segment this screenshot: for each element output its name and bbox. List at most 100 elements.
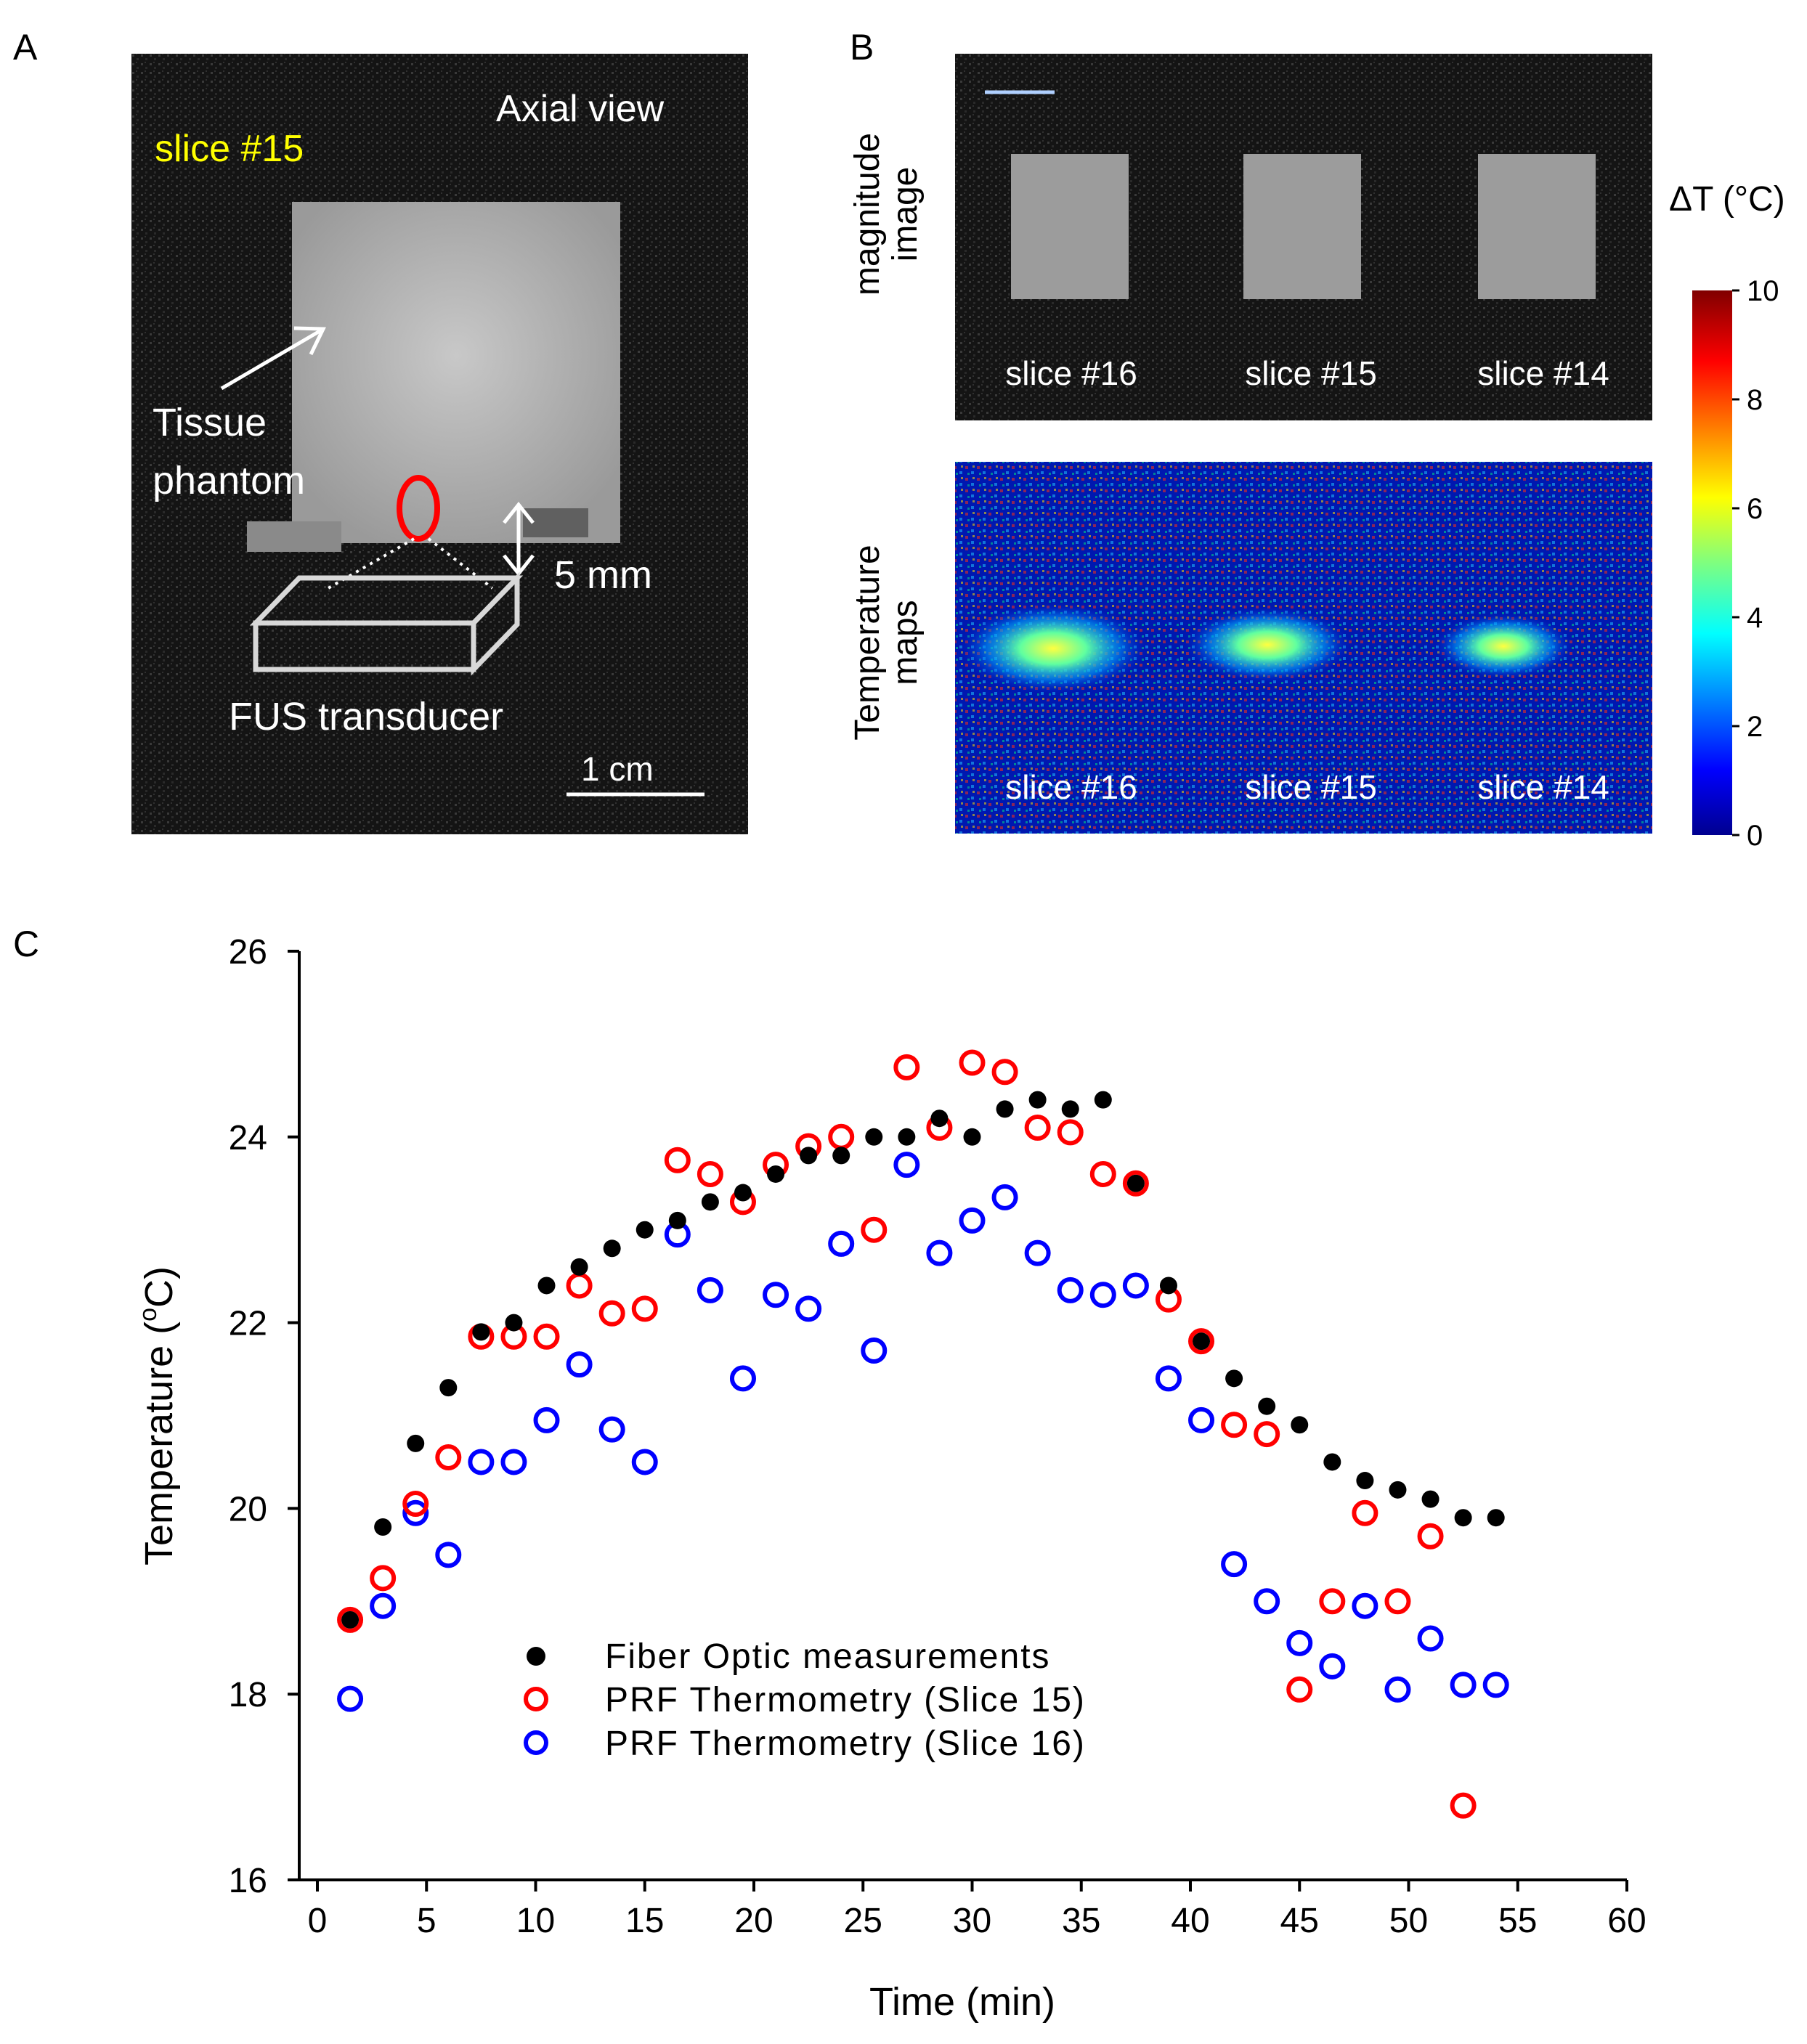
fiber-optic-point bbox=[963, 1128, 981, 1146]
fiber-optic-point bbox=[439, 1379, 458, 1397]
prf-slice16-point bbox=[435, 1542, 462, 1568]
series-prf-slice16 bbox=[337, 1152, 1509, 1712]
fiber-optic-point bbox=[1126, 1174, 1145, 1192]
prf-slice16-point bbox=[566, 1351, 593, 1378]
slice-label: slice #15 bbox=[155, 128, 304, 170]
panel-b-letter: B bbox=[850, 27, 874, 68]
fiber-optic-point bbox=[374, 1518, 392, 1536]
fiber-optic-point bbox=[1258, 1397, 1276, 1415]
colorbar-tick-label: 10 bbox=[1747, 275, 1779, 307]
phantom-base-left bbox=[247, 521, 341, 552]
prf-slice15-point bbox=[861, 1216, 888, 1243]
prf-slice16-point bbox=[1221, 1551, 1248, 1578]
fiber-optic-point bbox=[1389, 1481, 1407, 1499]
prf-slice16-point bbox=[468, 1449, 495, 1475]
scatter-chart: 0 5 10 15 20 25 30 35 40 45 50 55 60 16 18 20 22 24 26 Ti… bbox=[134, 933, 1646, 2024]
legend-marker-slice15 bbox=[524, 1687, 548, 1711]
prf-slice16-point bbox=[828, 1230, 855, 1257]
fiber-optic-point bbox=[1487, 1509, 1505, 1527]
prf-slice16-point bbox=[1188, 1406, 1215, 1433]
panel-a-letter: A bbox=[13, 27, 38, 68]
fiber-optic-point bbox=[603, 1239, 621, 1258]
legend-label-fiber: Fiber Optic measurements bbox=[605, 1637, 1051, 1676]
fiber-optic-point bbox=[1421, 1490, 1439, 1508]
fiber-optic-point bbox=[505, 1314, 523, 1332]
prf-slice15-point bbox=[959, 1049, 986, 1076]
y-tick-label: 24 bbox=[229, 1119, 267, 1157]
x-tick-label: 40 bbox=[1171, 1902, 1209, 1940]
view-label: Axial view bbox=[496, 88, 665, 130]
distance-arrow-top bbox=[503, 501, 535, 524]
prf-slice15-point bbox=[1286, 1676, 1313, 1703]
fiber-optic-point bbox=[1159, 1277, 1177, 1295]
fiber-optic-point bbox=[898, 1128, 916, 1146]
prf-slice16-point bbox=[795, 1295, 822, 1322]
fiber-optic-point bbox=[996, 1100, 1014, 1118]
fiber-optic-point bbox=[1225, 1369, 1243, 1388]
hotspot-15 bbox=[1184, 607, 1351, 683]
prf-slice16-point bbox=[1286, 1629, 1313, 1656]
prf-slice16-point bbox=[1450, 1672, 1477, 1698]
hotspot-14 bbox=[1434, 614, 1572, 679]
prf-slice15-point bbox=[1122, 1170, 1149, 1197]
prf-slice15-point bbox=[1089, 1160, 1116, 1187]
prf-slice15-point bbox=[1450, 1792, 1477, 1819]
prf-slice16-point bbox=[598, 1416, 625, 1443]
magnitude-phantom-16 bbox=[1011, 154, 1129, 299]
x-tick-label: 10 bbox=[516, 1902, 555, 1940]
prf-slice15-point bbox=[1057, 1119, 1084, 1146]
prf-slice16-point bbox=[500, 1449, 527, 1475]
fiber-optic-point bbox=[1193, 1332, 1211, 1351]
prf-slice16-point bbox=[1482, 1672, 1509, 1698]
y-axis-label-unit: C) bbox=[137, 1266, 181, 1308]
phantom-arrow-head bbox=[293, 326, 326, 356]
prf-slice15-point bbox=[533, 1323, 560, 1350]
prf-slice16-point bbox=[1254, 1588, 1280, 1615]
fiber-optic-point bbox=[1454, 1509, 1472, 1527]
focus-ring bbox=[397, 475, 440, 542]
phantom-base-right bbox=[523, 508, 588, 537]
magnitude-slice-15: slice #15 bbox=[1245, 354, 1377, 392]
x-tick-label: 45 bbox=[1280, 1902, 1319, 1940]
prf-slice15-point bbox=[1319, 1588, 1346, 1615]
series-prf-slice15 bbox=[337, 1049, 1477, 1819]
x-tick-label: 15 bbox=[625, 1902, 664, 1940]
prf-slice15-point bbox=[828, 1123, 855, 1150]
x-tick-label: 25 bbox=[844, 1902, 882, 1940]
row2-label: Temperature maps bbox=[848, 545, 925, 740]
prf-slice16-point bbox=[370, 1592, 397, 1619]
prf-slice15-point bbox=[1352, 1499, 1378, 1526]
x-tick-label: 50 bbox=[1389, 1902, 1428, 1940]
fiber-optic-point bbox=[767, 1165, 785, 1183]
row1-label: magnitude image bbox=[848, 133, 925, 296]
prf-slice15-point bbox=[370, 1565, 397, 1592]
x-tick-label: 0 bbox=[308, 1902, 328, 1940]
prf-slice15-point bbox=[1188, 1328, 1215, 1355]
colorbar-tick-label: 4 bbox=[1747, 602, 1763, 634]
colorbar: ΔT (°C) 10 8 6 4 2 0 bbox=[1669, 180, 1785, 852]
x-tick-label: 35 bbox=[1062, 1902, 1100, 1940]
prf-slice15-point bbox=[1254, 1421, 1280, 1448]
fiber-optic-point bbox=[668, 1211, 686, 1229]
y-tick-label: 20 bbox=[229, 1490, 267, 1528]
fiber-optic-point bbox=[832, 1147, 850, 1165]
fiber-optic-point bbox=[1356, 1472, 1374, 1490]
prf-slice16-point bbox=[1057, 1277, 1084, 1303]
x-tick-label: 55 bbox=[1498, 1902, 1537, 1940]
beam-line-right bbox=[427, 537, 494, 590]
prf-slice16-point bbox=[1122, 1272, 1149, 1299]
y-axis-label-degree: o bbox=[134, 1308, 162, 1322]
magnitude-slice-16: slice #16 bbox=[1005, 354, 1137, 392]
transducer-box bbox=[249, 571, 524, 676]
fiber-optic-point bbox=[537, 1277, 556, 1295]
prf-slice16-point bbox=[893, 1152, 920, 1178]
colorbar-gradient bbox=[1692, 290, 1732, 835]
magnitude-phantom-15 bbox=[1243, 154, 1361, 299]
legend-marker-slice16 bbox=[524, 1730, 548, 1755]
fiber-optic-point bbox=[1291, 1416, 1309, 1434]
prf-slice16-point bbox=[959, 1207, 986, 1234]
prf-slice16-point bbox=[729, 1365, 756, 1392]
row1-label-line2: image bbox=[886, 167, 925, 262]
prf-slice15-point bbox=[1221, 1412, 1248, 1438]
fiber-optic-point bbox=[701, 1193, 719, 1211]
